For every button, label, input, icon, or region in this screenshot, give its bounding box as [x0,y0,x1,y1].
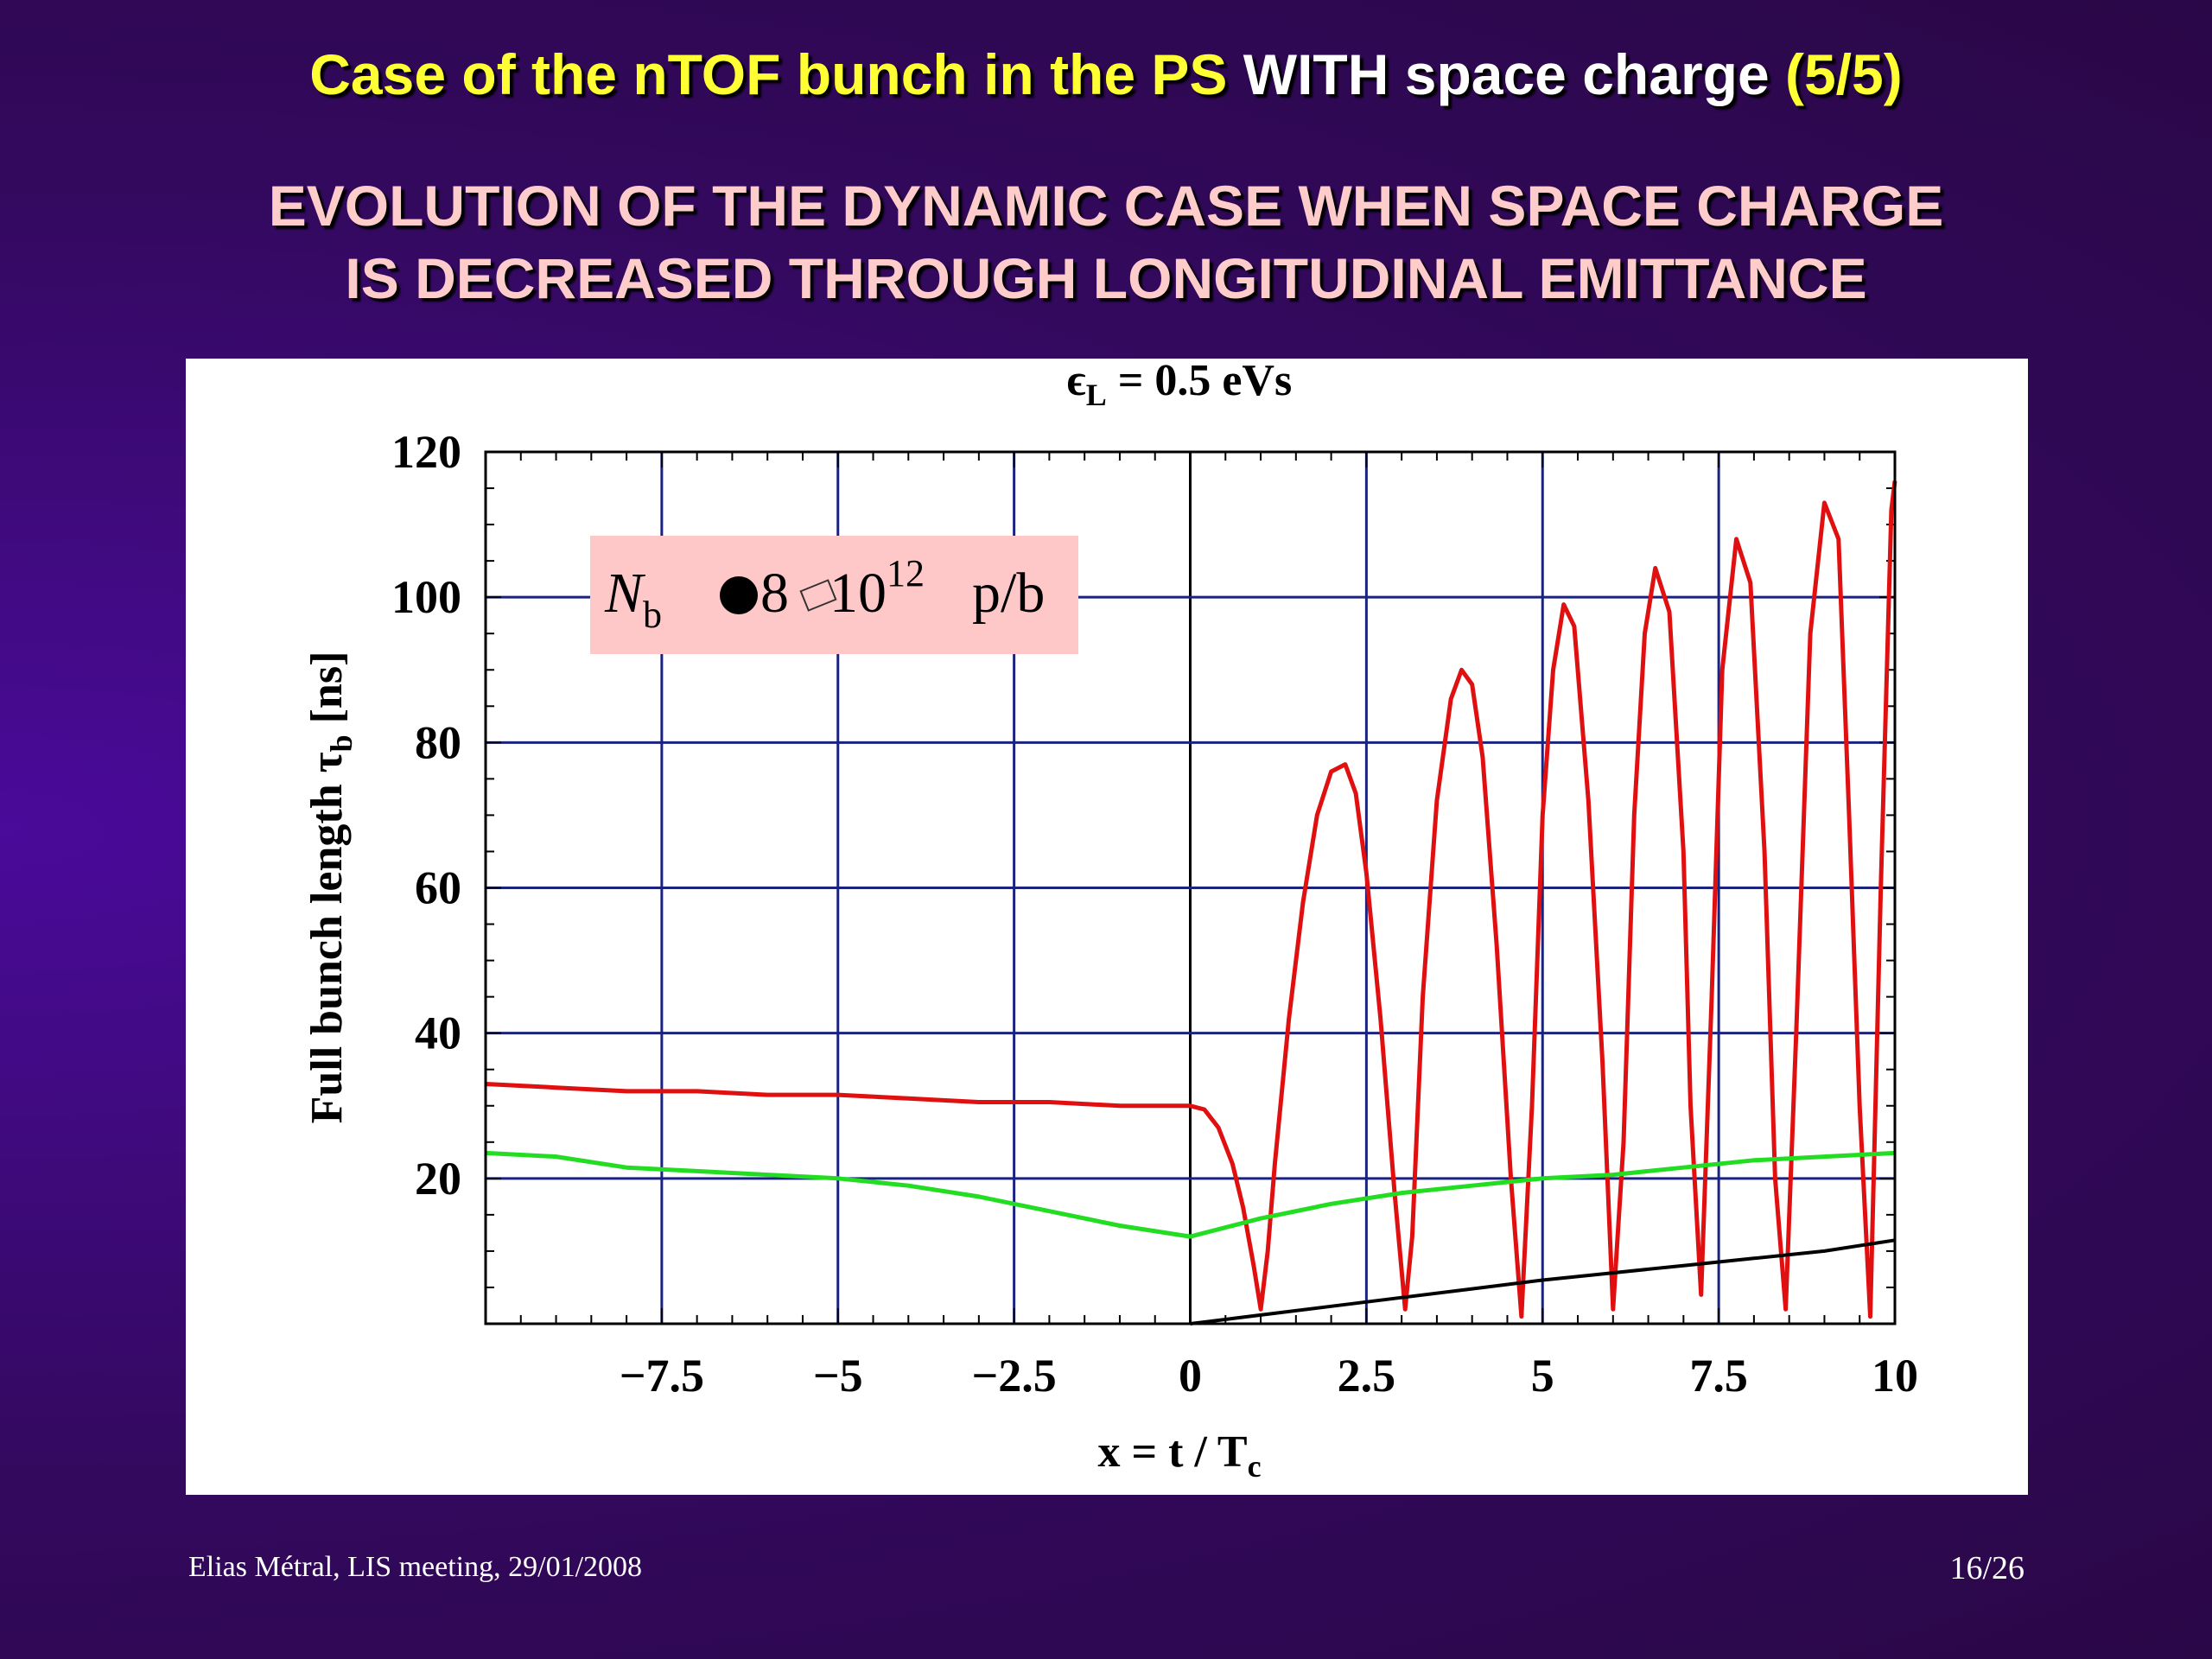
annotation-exponent: 12 [887,552,925,594]
annotation-power: 1012 [830,552,925,625]
annotation-unit: p/b [972,562,1045,625]
annotation-text: Nb [604,562,662,636]
plot-panel: ϵL = 0.5 eVs −7.5 −5 −2.5 0 2.5 5 7.5 10 20 40 60 8… [186,359,2028,1495]
footer-author-date: Elias Métral, LIS meeting, 29/01/2008 [188,1551,643,1583]
x-axis-label-main: x = t / T [1097,1427,1247,1477]
x-tick-label: 7.5 [1689,1350,1748,1402]
x-axis-label: x = t / Tc [1097,1427,1261,1484]
annotation-box: Nb 8 1012 p/b [590,536,1078,654]
bullet-icon [720,576,758,614]
y-axis-label-main: Full bunch length τ [302,752,352,1123]
slide-title: Case of the nTOF bunch in the PS WITH sp… [0,40,2212,109]
bunch-length-chart: ϵL = 0.5 eVs −7.5 −5 −2.5 0 2.5 5 7.5 10 20 40 60 8… [302,359,1918,1484]
annotation-mid: 8 [760,562,789,625]
slide-subtitle: EVOLUTION OF THE DYNAMIC CASE WHEN SPACE… [0,169,2212,315]
y-tick-label: 100 [391,571,461,623]
x-tick-label: 5 [1531,1350,1554,1402]
y-tick-label: 40 [415,1007,461,1059]
plot-frame [484,450,1897,1325]
x-tick-label: 10 [1872,1350,1918,1402]
y-tick-label: 60 [415,862,461,914]
y-tick-label: 20 [415,1153,461,1205]
red-series-line [485,480,1897,1319]
annotation-N: N [604,562,646,625]
y-axis-label-sub: b [324,734,359,752]
chart-title-main: ϵ [1067,359,1086,405]
title-part-white: WITH space charge [1243,42,1770,106]
chart-title-sub: L [1086,378,1107,412]
tick-labels: −7.5 −5 −2.5 0 2.5 5 7.5 10 20 40 60 80 100 120 [391,426,1918,1402]
green-series-line [485,1150,1896,1239]
x-tick-label: −2.5 [971,1350,1056,1402]
subtitle-line-1: EVOLUTION OF THE DYNAMIC CASE WHEN SPACE… [268,174,1944,238]
x-axis-label-sub: c [1248,1449,1262,1484]
black-series-line [1190,1238,1896,1325]
x-tick-label: −5 [813,1350,863,1402]
y-tick-label: 120 [391,426,461,478]
chart-title-rest: = 0.5 eVs [1107,359,1293,405]
title-page-counter: (5/5) [1785,42,1903,106]
x-tick-label: 0 [1179,1350,1202,1402]
footer-page-number: 16/26 [1949,1550,2024,1586]
times-glyph-icon [799,579,837,612]
annotation-value: 8 [760,562,789,625]
x-tick-label: 2.5 [1338,1350,1396,1402]
data-series [485,480,1897,1325]
x-tick-label: −7.5 [620,1350,704,1402]
subtitle-line-2: IS DECREASED THROUGH LONGITUDINAL EMITTA… [345,246,1867,310]
title-part-yellow: Case of the nTOF bunch in the PS [309,42,1228,106]
y-axis-label: Full bunch length τb [ns] [302,652,359,1124]
annotation-base: 10 [830,562,887,625]
chart-title: ϵL = 0.5 eVs [1067,359,1292,412]
annotation-N-sub: b [643,594,662,636]
y-tick-label: 80 [415,716,461,768]
y-axis-label-rest: [ns] [302,652,352,735]
